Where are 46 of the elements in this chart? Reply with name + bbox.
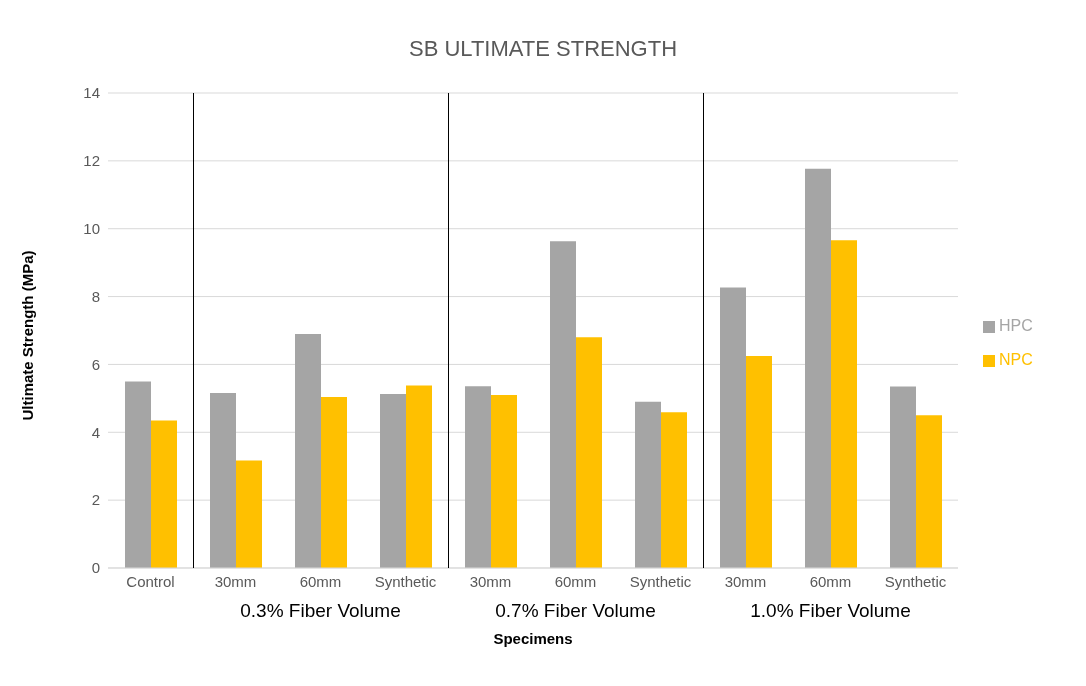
bar <box>406 385 432 568</box>
bar <box>720 287 746 568</box>
chart-title: SB ULTIMATE STRENGTH <box>407 36 679 62</box>
x-tick-label: 60mm <box>809 572 852 590</box>
text: 1.0% Fiber Volume <box>749 600 912 622</box>
bar <box>576 337 602 568</box>
x-tick-label: 30mm <box>469 572 512 590</box>
bar <box>465 386 491 568</box>
y-tick-label: 8 <box>91 287 100 305</box>
bar <box>236 460 262 568</box>
text: 0.3% Fiber Volume <box>239 600 402 622</box>
bar <box>831 240 857 568</box>
bar <box>890 386 916 568</box>
y-tick-label: 2 <box>91 491 100 509</box>
bar <box>151 420 177 568</box>
text: 0.7% Fiber Volume <box>494 600 657 622</box>
bar <box>295 333 321 568</box>
y-tick-label: 4 <box>91 423 100 441</box>
bar <box>550 241 576 568</box>
bar <box>635 401 661 568</box>
y-tick-label: 0 <box>91 559 100 577</box>
bar <box>210 392 236 568</box>
bar <box>321 397 347 568</box>
legend-label: HPC <box>999 317 1033 334</box>
y-tick-label: 10 <box>83 220 100 238</box>
x-tick-label: 60mm <box>299 572 342 590</box>
x-tick-label: Synthetic <box>374 572 437 590</box>
y-tick-label: 12 <box>83 152 100 170</box>
bar <box>125 381 151 568</box>
x-tick-label: 30mm <box>214 572 257 590</box>
y-tick-label: 6 <box>91 355 100 373</box>
x-axis-title: Specimens <box>492 630 574 647</box>
x-tick-label: 60mm <box>554 572 597 590</box>
bar <box>661 412 687 568</box>
bar <box>491 394 517 568</box>
bar <box>916 415 942 568</box>
bar <box>746 355 772 568</box>
bar <box>380 393 406 568</box>
legend-label: NPC <box>999 351 1033 368</box>
x-tick-label: Synthetic <box>884 572 947 590</box>
y-tick-label: 14 <box>83 84 100 102</box>
bar <box>805 168 831 568</box>
y-axis-title: Ultimate Strength (MPa) <box>19 250 37 421</box>
x-tick-label: Synthetic <box>629 572 692 590</box>
x-tick-label: 30mm <box>724 572 767 590</box>
x-tick-label: Control <box>126 572 175 590</box>
